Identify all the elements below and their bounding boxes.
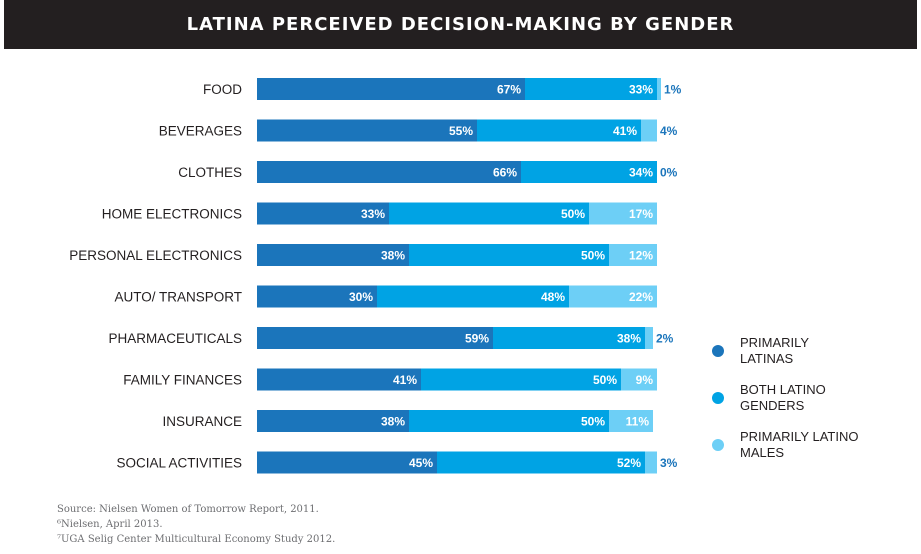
bar-segment-food-1 — [257, 78, 525, 100]
data-label-home-electronics-2: 50% — [561, 207, 585, 221]
category-label-beverages: BEVERAGES — [159, 124, 242, 139]
footnotes: Source: Nielsen Women of Tomorrow Report… — [57, 502, 335, 547]
bar-segment-home-electronics-2 — [389, 202, 589, 225]
legend-label-line: PRIMARILY LATINO — [740, 429, 858, 444]
footnote-6: ⁶Nielsen, April 2013. — [57, 519, 163, 530]
data-label-family-finances-3: 9% — [636, 373, 654, 387]
data-label-beverages-3: 4% — [660, 124, 678, 138]
legend-marker-2 — [712, 392, 724, 404]
legend-label-1: PRIMARILY LATINAS — [740, 335, 809, 366]
data-label-auto-transport-2: 48% — [541, 290, 565, 304]
data-label-home-electronics-1: 33% — [361, 207, 385, 221]
category-label-clothes: CLOTHES — [178, 165, 242, 180]
data-label-food-1: 67% — [497, 83, 521, 97]
bar-segment-home-electronics-3 — [589, 202, 657, 225]
category-label-insurance: INSURANCE — [162, 414, 242, 429]
data-label-auto-transport-1: 30% — [349, 290, 373, 304]
bar-segment-beverages-1 — [257, 119, 477, 142]
bar-segment-family-finances-2 — [421, 368, 621, 391]
bar-segment-personal-electronics-1 — [257, 244, 409, 266]
chart-title: LATINA PERCEIVED DECISION-MAKING BY GEND… — [186, 14, 735, 35]
bar-segment-beverages-2 — [477, 119, 641, 142]
bar-segment-food-3 — [657, 78, 661, 100]
chart-title-banner: LATINA PERCEIVED DECISION-MAKING BY GEND… — [4, 0, 917, 49]
bar-segment-personal-electronics-3 — [609, 244, 657, 266]
bar-segment-auto-transport-3 — [569, 285, 657, 308]
bar-segment-clothes-1 — [257, 161, 521, 183]
data-label-social-activities-2: 52% — [617, 456, 641, 470]
legend-label-line: PRIMARILY — [740, 335, 809, 350]
bar-segment-family-finances-3 — [621, 368, 657, 391]
footnote-7: ⁷UGA Selig Center Multicultural Economy … — [57, 534, 336, 545]
category-label-home-electronics: HOME ELECTRONICS — [102, 207, 242, 222]
data-label-social-activities-3: 3% — [660, 456, 678, 470]
legend-label-line: LATINAS — [740, 351, 794, 366]
data-label-personal-electronics-3: 12% — [629, 249, 653, 263]
bar-segment-personal-electronics-2 — [409, 244, 609, 266]
bar-segment-auto-transport-1 — [257, 285, 377, 308]
bar-segment-pharmaceuticals-2 — [493, 327, 645, 349]
footnote-source: Source: Nielsen Women of Tomorrow Report… — [57, 504, 319, 515]
category-label-pharmaceuticals: PHARMACEUTICALS — [108, 331, 242, 346]
data-label-pharmaceuticals-3: 2% — [656, 332, 674, 346]
bar-segment-family-finances-1 — [257, 368, 421, 391]
bar-segment-auto-transport-2 — [377, 285, 569, 308]
category-label-food: FOOD — [203, 82, 242, 97]
category-label-auto-transport: AUTO/ TRANSPORT — [114, 290, 242, 305]
legend-label-3: PRIMARILY LATINO MALES — [740, 429, 858, 460]
bar-segment-insurance-3 — [609, 410, 653, 432]
data-label-pharmaceuticals-1: 59% — [465, 332, 489, 346]
legend-label-line: GENDERS — [740, 398, 805, 413]
bar-segment-social-activities-2 — [437, 451, 645, 474]
legend-marker-1 — [712, 345, 724, 357]
legend-label-2: BOTH LATINO GENDERS — [740, 382, 826, 413]
bar-segment-insurance-1 — [257, 410, 409, 432]
bar-segment-social-activities-1 — [257, 451, 437, 474]
category-label-social-activities: SOCIAL ACTIVITIES — [116, 456, 242, 471]
legend-label-line: BOTH LATINO — [740, 382, 826, 397]
legend-marker-3 — [712, 439, 724, 451]
data-label-beverages-2: 41% — [613, 124, 637, 138]
bar-segment-home-electronics-1 — [257, 202, 389, 225]
data-label-pharmaceuticals-2: 38% — [617, 332, 641, 346]
data-label-clothes-3: 0% — [660, 166, 678, 180]
bar-segment-pharmaceuticals-1 — [257, 327, 493, 349]
data-label-home-electronics-3: 17% — [629, 207, 653, 221]
category-label-family-finances: FAMILY FINANCES — [123, 373, 242, 388]
legend-label-line: MALES — [740, 445, 784, 460]
data-label-food-3: 1% — [664, 83, 682, 97]
bar-segment-clothes-2 — [521, 161, 657, 183]
data-label-social-activities-1: 45% — [409, 456, 433, 470]
data-label-clothes-1: 66% — [493, 166, 517, 180]
data-label-insurance-3: 11% — [626, 415, 650, 429]
data-label-clothes-2: 34% — [629, 166, 653, 180]
data-label-insurance-2: 50% — [581, 415, 605, 429]
bar-segment-insurance-2 — [409, 410, 609, 432]
data-label-insurance-1: 38% — [381, 415, 405, 429]
category-label-personal-electronics: PERSONAL ELECTRONICS — [69, 248, 242, 263]
bar-segment-pharmaceuticals-3 — [645, 327, 653, 349]
data-label-beverages-1: 55% — [449, 124, 473, 138]
data-label-food-2: 33% — [629, 83, 653, 97]
data-label-personal-electronics-1: 38% — [381, 249, 405, 263]
bar-segment-social-activities-3 — [645, 451, 657, 474]
bar-segment-beverages-3 — [641, 119, 657, 142]
bar-segment-food-2 — [525, 78, 657, 100]
data-label-personal-electronics-2: 50% — [581, 249, 605, 263]
data-label-family-finances-1: 41% — [393, 373, 417, 387]
data-label-auto-transport-3: 22% — [629, 290, 653, 304]
data-label-family-finances-2: 50% — [593, 373, 617, 387]
